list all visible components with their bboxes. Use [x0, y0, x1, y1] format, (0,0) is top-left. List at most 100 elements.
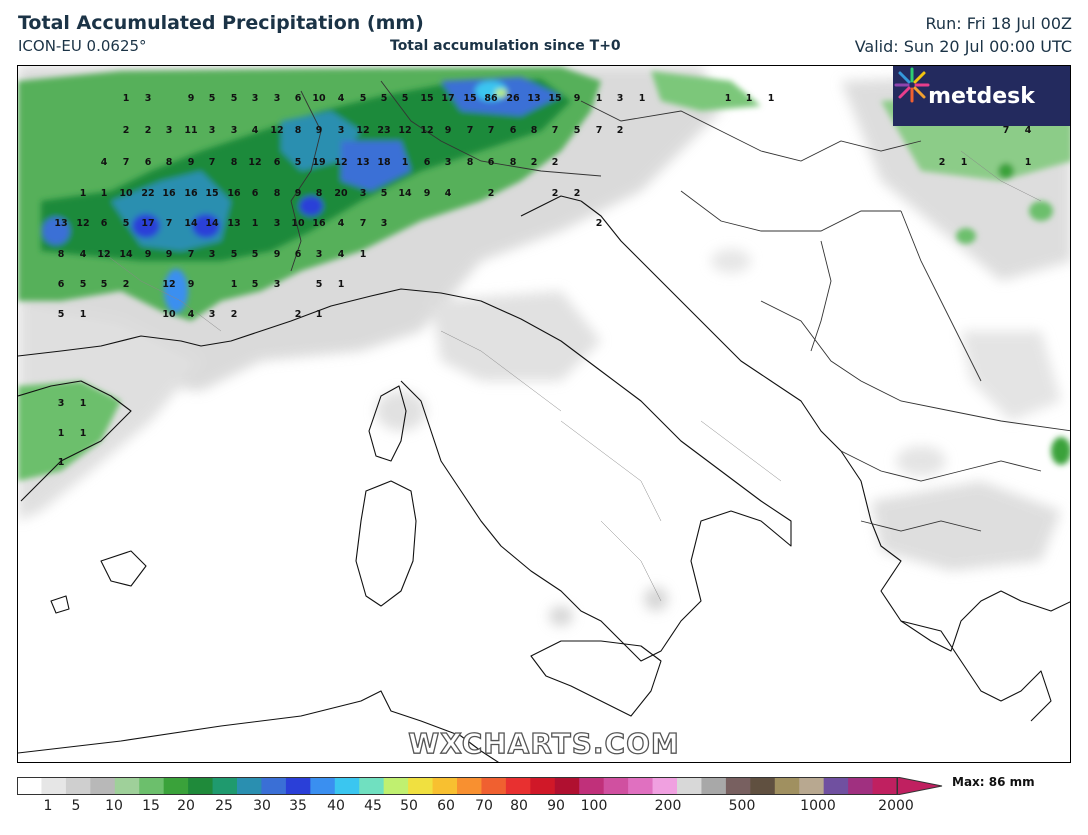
- precip-value: 1: [961, 157, 968, 168]
- precip-value: 3: [338, 125, 345, 136]
- precip-value: 8: [467, 157, 474, 168]
- precip-value: 5: [316, 279, 323, 290]
- precip-value: 5: [360, 93, 367, 104]
- precip-value: 5: [123, 218, 130, 229]
- precip-value: 2: [574, 188, 581, 199]
- colorbar-tick-label: 70: [475, 798, 493, 814]
- precip-value: 5: [402, 93, 409, 104]
- precip-value: 5: [58, 309, 65, 320]
- precip-value: 7: [1003, 125, 1010, 136]
- colorbar-tick-label: 1: [43, 798, 53, 814]
- precip-value: 4: [338, 93, 345, 104]
- precip-value: 20: [334, 188, 348, 199]
- precip-value: 2: [552, 188, 559, 199]
- precip-value: 14: [205, 218, 219, 229]
- precip-value: 2: [123, 125, 130, 136]
- precip-value: 7: [552, 125, 559, 136]
- precip-value: 1: [123, 93, 130, 104]
- max-label: Max: 86 mm: [952, 775, 1035, 789]
- colorbar-tick-label: 45: [364, 798, 382, 814]
- colorbar-cell: [774, 777, 800, 795]
- precip-value: 18: [377, 157, 391, 168]
- precip-value: 19: [312, 157, 325, 168]
- metdesk-logo: metdesk: [893, 66, 1070, 126]
- run-time-label: Run: Fri 18 Jul 00Z: [925, 14, 1072, 33]
- precip-value: 13: [54, 218, 67, 229]
- precip-value: 2: [617, 125, 624, 136]
- precip-value: 10: [119, 188, 133, 199]
- precip-value: 7: [209, 157, 216, 168]
- precip-value: 1: [316, 309, 323, 320]
- precip-value: 10: [291, 218, 305, 229]
- precip-value: 1: [80, 428, 87, 439]
- colorbar-frame: [17, 777, 898, 795]
- precip-value: 15: [463, 93, 476, 104]
- colorbar: [17, 777, 943, 795]
- colorbar-cell: [139, 777, 165, 795]
- precip-value: 9: [188, 279, 195, 290]
- precip-value: 8: [58, 249, 65, 260]
- colorbar-cell: [652, 777, 678, 795]
- precip-value: 9: [574, 93, 581, 104]
- precip-value: 17: [441, 93, 454, 104]
- colorbar-cell: [603, 777, 629, 795]
- colorbar-cell: [457, 777, 482, 795]
- precip-value: 11: [184, 125, 197, 136]
- precip-value: 8: [231, 157, 238, 168]
- colorbar-ticks: 1 5 10 15 20 25 30 35 40 45 50 60 70 80 90 100 200 500 100…: [0, 798, 1088, 820]
- colorbar-tick-label: 2000: [878, 798, 914, 814]
- precip-value: 3: [274, 218, 281, 229]
- colorbar-cell: [17, 777, 42, 795]
- colorbar-cell: [701, 777, 727, 795]
- precip-value: 3: [381, 218, 388, 229]
- precip-value: 3: [209, 125, 216, 136]
- colorbar-cell: [823, 777, 849, 795]
- precip-value: 4: [80, 249, 87, 260]
- colorbar-cell: [212, 777, 238, 795]
- precip-value: 4: [445, 188, 452, 199]
- precip-value: 4: [338, 218, 345, 229]
- precip-value: 1: [58, 457, 65, 468]
- precip-value: 12: [248, 157, 261, 168]
- colorbar-tick-label: 50: [400, 798, 418, 814]
- coastlines: [18, 195, 1070, 762]
- precip-value: 3: [617, 93, 624, 104]
- logo-text: metdesk: [928, 83, 1035, 109]
- model-label: ICON-EU 0.0625°: [18, 37, 147, 55]
- colorbar-cell: [848, 777, 874, 795]
- precip-value: 2: [145, 125, 152, 136]
- precip-value: 1: [768, 93, 775, 104]
- precip-value: 1: [596, 93, 603, 104]
- precip-value: 4: [1025, 125, 1032, 136]
- precip-value: 7: [467, 125, 474, 136]
- precip-value: 2: [488, 188, 495, 199]
- colorbar-cell: [481, 777, 507, 795]
- precip-value: 14: [398, 188, 412, 199]
- precip-value: 5: [381, 188, 388, 199]
- precip-value: 2: [231, 309, 238, 320]
- precip-value: 4: [188, 309, 195, 320]
- map-layer: 1 3 9 5 5 3 3 6 10 4 5 5 5 15 17 15 86 26 13 15 9 1 3 1 1 1 12 2 3 11…: [18, 66, 1070, 762]
- precip-value: 12: [420, 125, 433, 136]
- precip-value: 13: [356, 157, 369, 168]
- valid-time-label: Valid: Sun 20 Jul 00:00 UTC: [854, 37, 1072, 56]
- precip-value: 3: [252, 93, 259, 104]
- precip-value: 5: [101, 279, 108, 290]
- colorbar-tick-label: 15: [142, 798, 160, 814]
- colorbar-tick-label: 90: [547, 798, 565, 814]
- precip-value: 9: [188, 157, 195, 168]
- precip-value: 1: [231, 279, 238, 290]
- colorbar-cell: [799, 777, 825, 795]
- precip-value: 8: [510, 157, 517, 168]
- precip-value: 7: [596, 125, 603, 136]
- colorbar-cell: [725, 777, 751, 795]
- precip-value: 6: [510, 125, 517, 136]
- precipitation-map[interactable]: 1 3 9 5 5 3 3 6 10 4 5 5 5 15 17 15 86 26 13 15 9 1 3 1 1 1 1 2 2 3 11…: [17, 65, 1071, 763]
- colorbar-cell: [163, 777, 189, 795]
- watermark: WXCHARTS.COM: [408, 726, 680, 760]
- precip-value: 8: [316, 188, 323, 199]
- colorbar-cell: [677, 777, 702, 795]
- colorbar-tick-label: 10: [105, 798, 123, 814]
- precip-value: 6: [252, 188, 259, 199]
- precip-value: 9: [166, 249, 173, 260]
